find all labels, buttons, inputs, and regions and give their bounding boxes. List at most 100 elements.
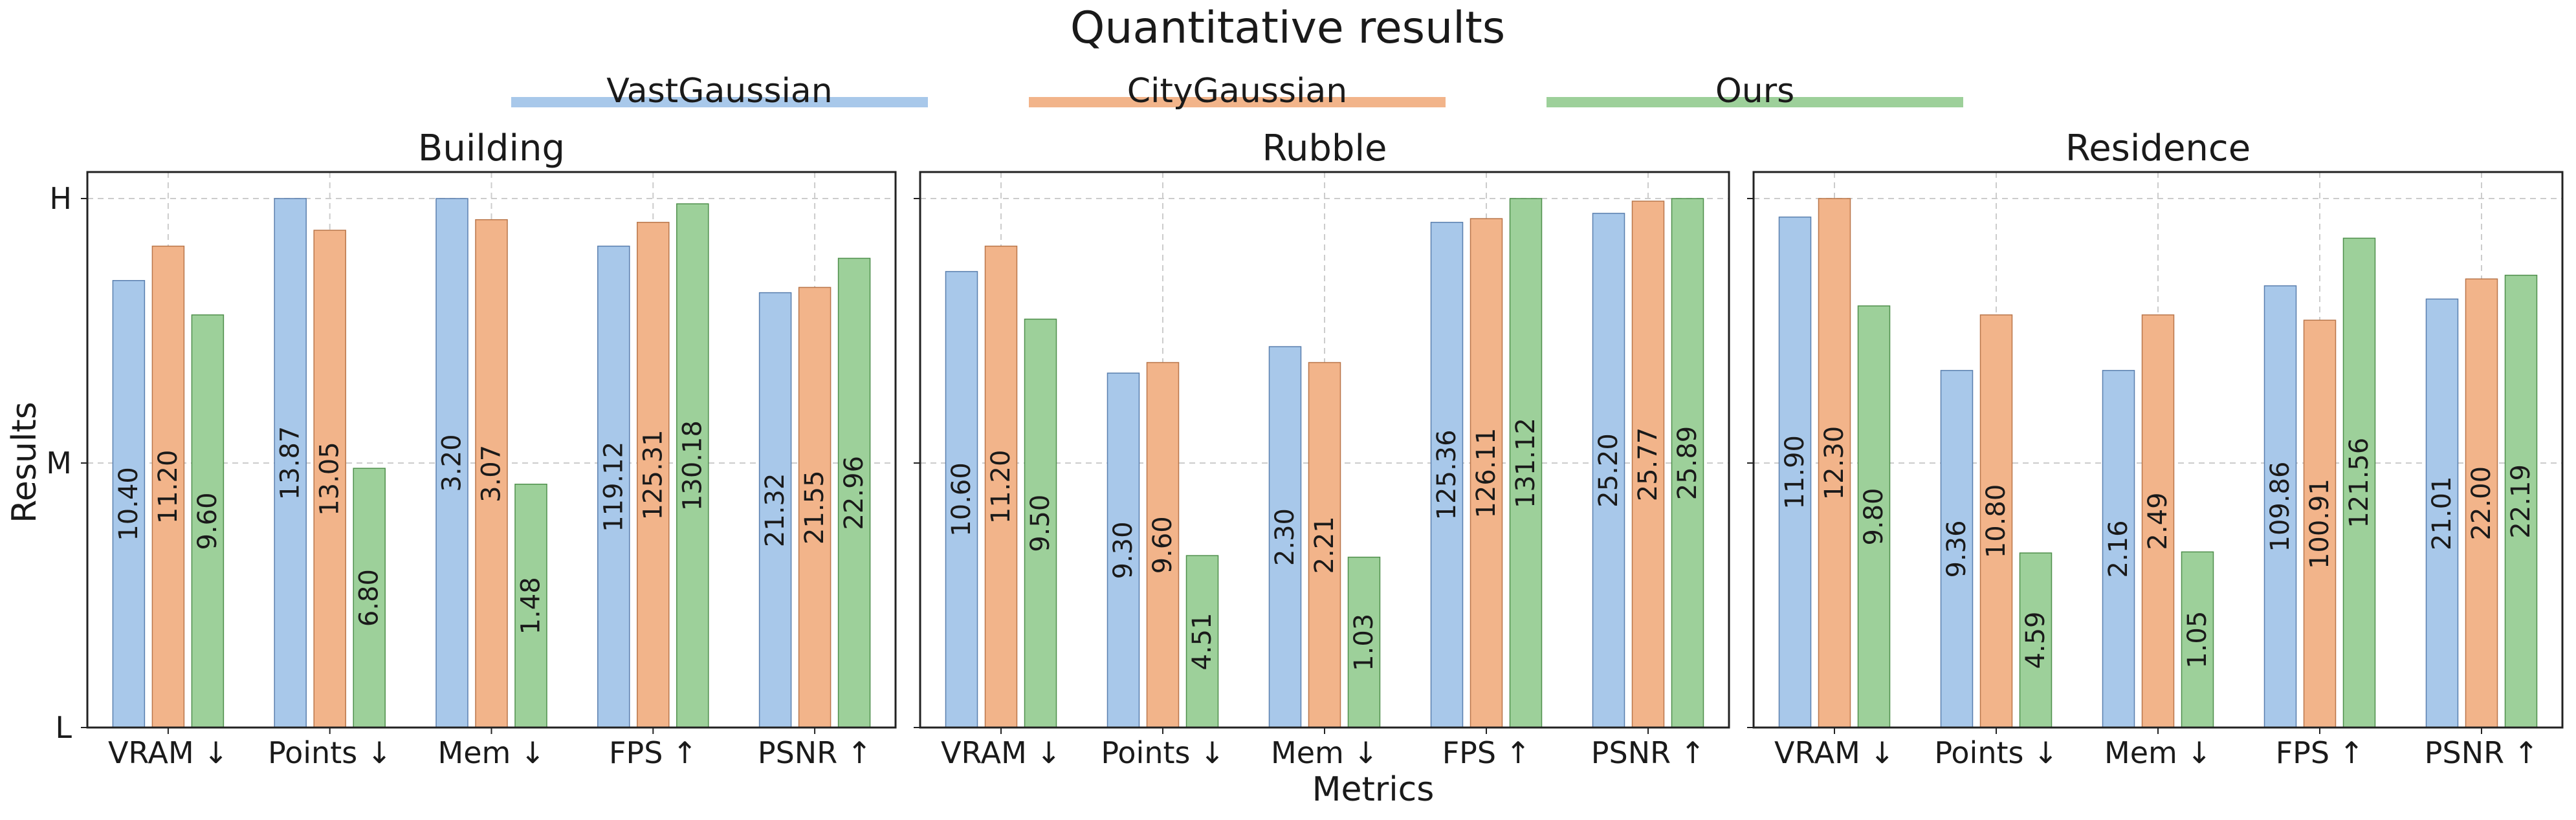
bar-ours-1 [1185, 555, 1219, 728]
data-label: 9.60 [1148, 516, 1178, 574]
data-label: 1.05 [2183, 611, 2212, 669]
data-label: 10.80 [1981, 484, 2011, 559]
x-tick-label: FPS ↑ [1442, 735, 1531, 770]
bar-citygaussian-1 [1146, 361, 1180, 728]
bar-citygaussian-2 [1308, 361, 1341, 728]
x-tick-label: PSNR ↑ [758, 735, 872, 770]
data-label: 25.77 [1633, 427, 1663, 502]
data-label: 11.20 [153, 450, 183, 524]
legend-swatch-ours [1547, 97, 1963, 107]
data-label: 109.86 [2265, 462, 2295, 552]
x-tick-label: Points ↓ [1934, 735, 2058, 770]
bar-ours-3 [1509, 198, 1543, 728]
x-tick-label: Points ↓ [268, 735, 391, 770]
bar-vastgaussian-3 [597, 245, 630, 728]
bar-vastgaussian-2 [1268, 346, 1302, 728]
data-label: 121.56 [2344, 438, 2374, 528]
panel-title: Building [418, 127, 565, 169]
x-tick-label: PSNR ↑ [1591, 735, 1705, 770]
y-tick-label: L [55, 710, 72, 745]
data-label: 9.30 [1108, 521, 1138, 579]
panel-building: 10.40 11.20 9.60 VRAM ↓ 13.87 13.05 6.80 Points… [46, 127, 897, 770]
x-tick-label: PSNR ↑ [2425, 735, 2538, 770]
panel-rubble: 10.60 11.20 9.50 VRAM ↓ 9.30 9.60 4.51 Points ↓… [914, 127, 1730, 770]
bar-citygaussian-4 [2465, 278, 2498, 728]
data-label: 13.05 [315, 442, 345, 516]
data-label: 25.89 [1673, 426, 1702, 501]
bar-vastgaussian-1 [274, 198, 307, 728]
x-tick-label: Mem ↓ [1271, 735, 1378, 770]
data-label: 12.30 [1820, 426, 1849, 501]
bar-vastgaussian-0 [1778, 216, 1812, 728]
bar-vastgaussian-2 [2102, 370, 2135, 728]
data-label: 11.20 [986, 450, 1016, 524]
data-label: 2.21 [1310, 516, 1339, 574]
chart-title: Quantitative results [1070, 3, 1505, 54]
data-label: 125.31 [638, 429, 668, 520]
data-label: 1.48 [516, 577, 546, 634]
data-label: 13.87 [276, 426, 305, 501]
data-label: 3.20 [437, 434, 467, 491]
data-label: 21.01 [2427, 476, 2457, 550]
x-tick-label: Mem ↓ [2104, 735, 2212, 770]
data-label: 130.18 [677, 420, 707, 511]
chart-panels: 10.40 11.20 9.60 VRAM ↓ 13.87 13.05 6.80 Points… [46, 127, 2564, 770]
x-tick-label: VRAM ↓ [941, 735, 1061, 770]
x-axis-label: Metrics [1312, 770, 1435, 809]
data-label: 9.36 [1942, 520, 1972, 577]
bar-ours-3 [676, 203, 709, 728]
x-tick-label: VRAM ↓ [1774, 735, 1895, 770]
bar-citygaussian-0 [151, 245, 185, 728]
data-label: 9.50 [1026, 495, 1055, 552]
y-tick-label: H [49, 181, 72, 216]
data-label: 2.16 [2104, 520, 2133, 577]
y-axis-label: Results [5, 402, 44, 523]
data-label: 4.51 [1187, 613, 1217, 671]
data-label: 11.90 [1780, 435, 1810, 510]
data-label: 22.19 [2506, 464, 2536, 539]
bar-ours-2 [1347, 556, 1381, 728]
bar-vastgaussian-4 [2425, 298, 2459, 728]
bar-ours-0 [1857, 305, 1891, 728]
panel-title: Rubble [1262, 127, 1387, 169]
panel-residence: 11.90 12.30 9.80 VRAM ↓ 9.36 10.80 4.59 Points … [1747, 127, 2564, 770]
legend-swatch-citygaussian [1029, 97, 1446, 107]
panel-title: Residence [2065, 127, 2251, 169]
bar-ours-2 [2181, 551, 2214, 728]
data-label: 125.36 [1432, 429, 1462, 520]
data-label: 9.60 [193, 492, 223, 550]
bar-ours-3 [2342, 237, 2376, 728]
x-tick-label: Mem ↓ [438, 735, 545, 770]
data-label: 10.40 [114, 467, 144, 541]
panel-frame [1752, 171, 2564, 729]
data-label: 119.12 [599, 442, 628, 532]
x-tick-label: FPS ↑ [2276, 735, 2364, 770]
bar-ours-2 [514, 483, 547, 728]
y-tick-label: M [46, 446, 72, 480]
bar-citygaussian-2 [475, 219, 508, 728]
data-label: 3.07 [477, 445, 507, 502]
bar-citygaussian-2 [2141, 314, 2175, 728]
data-label: 1.03 [1349, 614, 1379, 671]
data-label: 21.55 [800, 470, 830, 545]
data-label: 4.59 [2021, 611, 2051, 669]
bar-vastgaussian-3 [1430, 222, 1464, 728]
legend-label-citygaussian: CityGaussian [1127, 72, 1348, 111]
data-label: 22.96 [839, 456, 869, 530]
data-label: 25.20 [1594, 433, 1624, 508]
bar-vastgaussian-2 [435, 198, 468, 728]
legend-label-ours: Ours [1715, 72, 1794, 111]
x-tick-label: FPS ↑ [609, 735, 698, 770]
bar-vastgaussian-1 [1106, 372, 1140, 728]
data-label: 100.91 [2305, 479, 2335, 569]
data-label: 22.00 [2467, 466, 2496, 541]
data-label: 21.32 [760, 473, 790, 548]
bar-citygaussian-3 [637, 222, 670, 728]
data-label: 126.11 [1471, 428, 1501, 519]
bar-ours-4 [837, 257, 871, 728]
data-label: 2.30 [1270, 508, 1300, 566]
bar-citygaussian-3 [2303, 319, 2337, 728]
bar-vastgaussian-3 [2263, 285, 2297, 728]
data-label: 2.49 [2143, 492, 2173, 550]
